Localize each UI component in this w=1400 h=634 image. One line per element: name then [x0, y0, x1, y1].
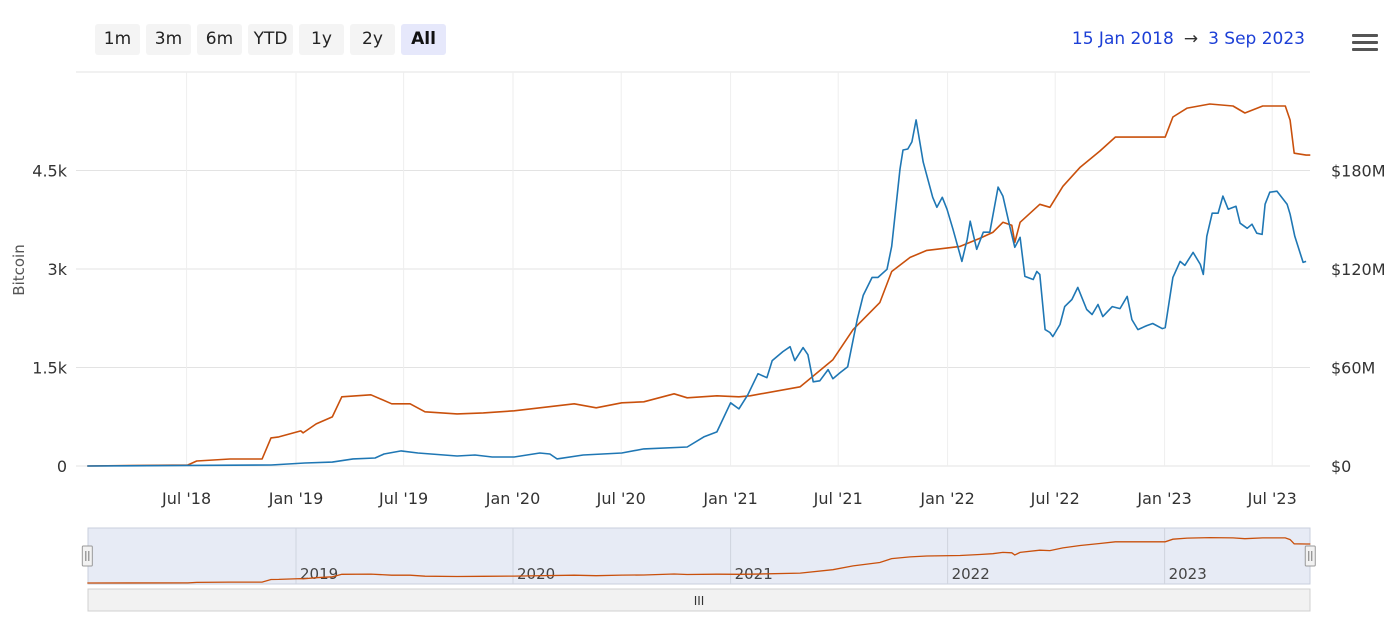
navigator-series-line — [87, 536, 1311, 584]
y-left-tick-label: 4.5k — [32, 162, 67, 181]
navigator-mask[interactable] — [87, 527, 1311, 585]
y-left-tick-label: 1.5k — [32, 359, 67, 378]
range-button-all[interactable]: All — [401, 24, 446, 55]
navigator-label: 2020 — [517, 565, 555, 583]
y-right-tick-label: $180M — [1331, 162, 1386, 181]
x-tick-label: Jan '22 — [919, 489, 975, 508]
date-to[interactable]: 3 Sep 2023 — [1208, 29, 1305, 49]
series-line-usd — [87, 119, 1307, 467]
navigator-label: 2019 — [300, 565, 338, 583]
x-tick-label: Jul '22 — [1030, 489, 1080, 508]
x-tick-label: Jan '21 — [702, 489, 758, 508]
arrow-right-icon: → — [1183, 29, 1199, 49]
y-left-tick-label: 0 — [57, 457, 67, 476]
y-right-tick-label: $120M — [1331, 260, 1386, 279]
scrollbar[interactable]: III — [87, 588, 1311, 612]
range-button-1m[interactable]: 1m — [95, 24, 140, 55]
navigator-label: 2023 — [1169, 565, 1207, 583]
y-right-tick-label: $60M — [1331, 359, 1375, 378]
range-button-1y[interactable]: 1y — [299, 24, 344, 55]
x-tick-label: Jul '18 — [161, 489, 211, 508]
navigator-handle-left[interactable] — [81, 545, 93, 567]
range-button-ytd[interactable]: YTD — [248, 24, 293, 55]
x-tick-label: Jul '21 — [813, 489, 863, 508]
navigator-handle-right[interactable] — [1304, 545, 1316, 567]
x-tick-label: Jul '20 — [596, 489, 646, 508]
scrollbar-grip-icon[interactable]: III — [694, 594, 705, 608]
y-left-tick-label: 3k — [48, 260, 68, 279]
series-line-bitcoin — [87, 103, 1311, 467]
x-tick-label: Jan '20 — [485, 489, 541, 508]
x-tick-label: Jul '19 — [378, 489, 428, 508]
x-tick-label: Jan '23 — [1136, 489, 1192, 508]
x-tick-label: Jan '19 — [268, 489, 324, 508]
x-tick-label: Jul '23 — [1247, 489, 1297, 508]
range-button-6m[interactable]: 6m — [197, 24, 242, 55]
date-from[interactable]: 15 Jan 2018 — [1071, 29, 1174, 49]
hamburger-icon[interactable] — [1352, 34, 1378, 54]
y-right-tick-label: $0 — [1331, 457, 1351, 476]
navigator-label: 2022 — [952, 565, 990, 583]
range-button-2y[interactable]: 2y — [350, 24, 395, 55]
range-button-3m[interactable]: 3m — [146, 24, 191, 55]
y-left-axis-title: Bitcoin — [10, 244, 28, 295]
date-range-display[interactable]: 15 Jan 2018 → 3 Sep 2023 — [1020, 29, 1305, 49]
